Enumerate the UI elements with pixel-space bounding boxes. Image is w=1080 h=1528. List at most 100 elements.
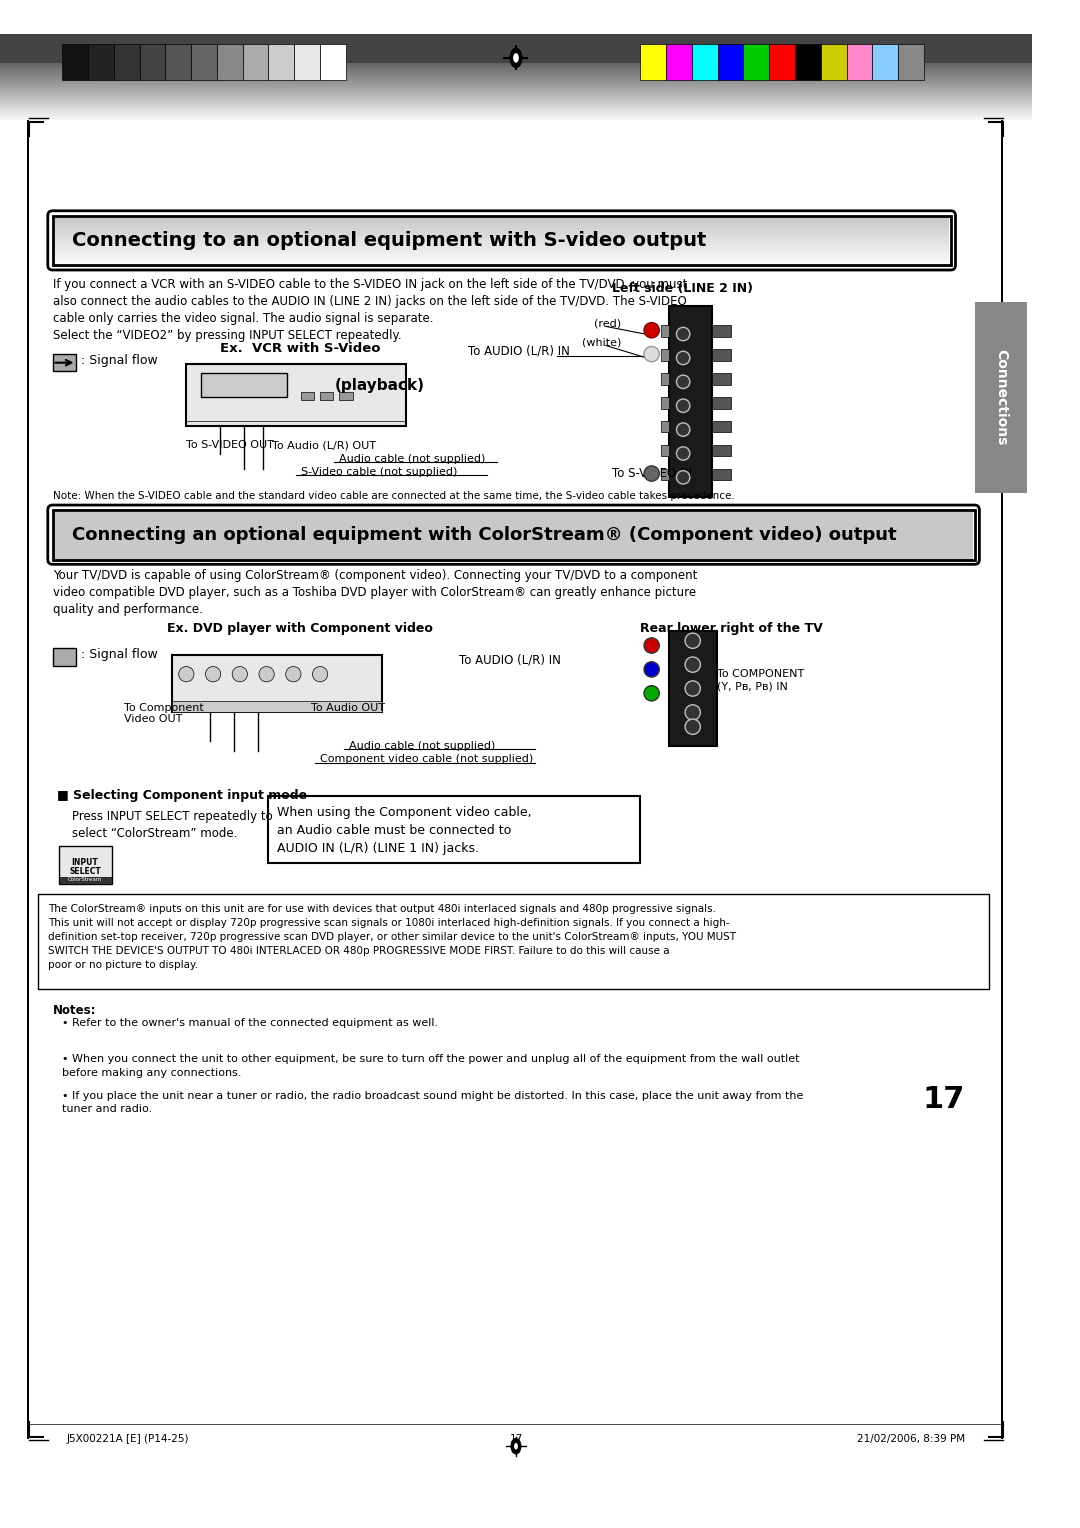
Bar	[38, 894, 989, 990]
Bar	[139, 44, 165, 79]
Circle shape	[286, 666, 301, 681]
Text: When using the Component video cable,
an Audio cable must be connected to
AUDIO : When using the Component video cable, an…	[278, 807, 531, 856]
Circle shape	[644, 347, 659, 362]
Bar	[53, 354, 77, 371]
Text: Audio cable (not supplied): Audio cable (not supplied)	[339, 454, 486, 465]
Bar	[27, 121, 29, 1438]
Bar	[661, 469, 669, 480]
Circle shape	[178, 666, 194, 681]
Text: Rear lower right of the TV: Rear lower right of the TV	[640, 622, 823, 634]
Text: Ex. DVD player with Component video: Ex. DVD player with Component video	[167, 622, 433, 634]
Circle shape	[676, 446, 690, 460]
Ellipse shape	[511, 1438, 521, 1453]
Text: SELECT: SELECT	[69, 868, 100, 876]
Bar	[59, 847, 112, 885]
Bar	[974, 301, 1027, 492]
Text: To AUDIO (L/R) IN: To AUDIO (L/R) IN	[459, 652, 561, 666]
Circle shape	[259, 666, 274, 681]
Text: • If you place the unit near a tuner or radio, the radio broadcast sound might b: • If you place the unit near a tuner or …	[63, 1091, 804, 1114]
Text: : Signal flow: : Signal flow	[81, 354, 158, 367]
Circle shape	[685, 720, 700, 735]
Circle shape	[644, 662, 659, 677]
Bar	[243, 44, 269, 79]
Bar	[59, 877, 112, 885]
Circle shape	[676, 327, 690, 341]
Bar	[217, 44, 243, 79]
Bar	[847, 44, 873, 79]
Bar	[172, 701, 382, 712]
Text: (white): (white)	[582, 338, 621, 348]
Bar	[712, 325, 731, 336]
Text: Audio cable (not supplied): Audio cable (not supplied)	[349, 741, 495, 752]
Bar	[669, 631, 717, 746]
Bar	[712, 350, 731, 361]
Text: To Audio OUT: To Audio OUT	[311, 703, 384, 714]
Circle shape	[676, 374, 690, 388]
Bar	[795, 44, 821, 79]
Bar	[661, 373, 669, 385]
Bar	[640, 44, 666, 79]
Bar	[669, 306, 712, 498]
Bar	[712, 397, 731, 408]
Text: Note: When the S-VIDEO cable and the standard video cable are connected at the s: Note: When the S-VIDEO cable and the sta…	[53, 490, 734, 501]
Circle shape	[644, 637, 659, 652]
Bar	[53, 648, 77, 666]
Text: To S-VIDEO OUT: To S-VIDEO OUT	[187, 440, 274, 451]
Bar	[1001, 121, 1003, 1438]
Bar	[712, 373, 731, 385]
Bar	[201, 373, 286, 397]
Text: Connecting to an optional equipment with S-video output: Connecting to an optional equipment with…	[71, 231, 706, 251]
Bar	[294, 44, 320, 79]
Ellipse shape	[513, 53, 518, 63]
Text: To Component
Video OUT: To Component Video OUT	[124, 703, 204, 724]
Circle shape	[676, 399, 690, 413]
Bar	[661, 350, 669, 361]
Ellipse shape	[514, 1442, 518, 1450]
Bar	[0, 63, 1031, 121]
Circle shape	[685, 657, 700, 672]
Text: Component video cable (not supplied): Component video cable (not supplied)	[320, 755, 534, 764]
Bar	[0, 34, 1031, 63]
Text: Notes:: Notes:	[53, 1004, 96, 1016]
Bar	[821, 44, 847, 79]
Text: To Audio (L/R) OUT: To Audio (L/R) OUT	[272, 440, 376, 451]
Text: ■ Selecting Component input mode: ■ Selecting Component input mode	[57, 788, 308, 802]
Bar	[712, 469, 731, 480]
Bar	[53, 215, 950, 266]
Bar	[87, 44, 113, 79]
Bar	[743, 44, 769, 79]
Bar	[320, 393, 334, 400]
Bar	[113, 44, 139, 79]
Circle shape	[232, 666, 247, 681]
Text: Connections: Connections	[995, 348, 1009, 445]
Text: • When you connect the unit to other equipment, be sure to turn off the power an: • When you connect the unit to other equ…	[63, 1054, 799, 1077]
Bar	[339, 393, 352, 400]
Bar	[769, 44, 795, 79]
Bar	[712, 445, 731, 457]
Text: To COMPONENT
(Y, Pʙ, Pʙ) IN: To COMPONENT (Y, Pʙ, Pʙ) IN	[717, 669, 804, 691]
Circle shape	[676, 423, 690, 437]
Bar	[172, 656, 382, 712]
Circle shape	[676, 471, 690, 484]
Text: • Refer to the owner's manual of the connected equipment as well.: • Refer to the owner's manual of the con…	[63, 1018, 438, 1028]
Text: Left side (LINE 2 IN): Left side (LINE 2 IN)	[611, 283, 753, 295]
Bar	[301, 393, 314, 400]
Circle shape	[685, 633, 700, 648]
Bar	[269, 44, 294, 79]
Bar	[165, 44, 191, 79]
Bar	[191, 44, 217, 79]
Text: Press INPUT SELECT repeatedly to
select “ColorStream” mode.: Press INPUT SELECT repeatedly to select …	[71, 810, 272, 840]
Bar	[666, 44, 692, 79]
Circle shape	[205, 666, 220, 681]
Circle shape	[676, 351, 690, 365]
Bar	[712, 422, 731, 432]
Text: 21/02/2006, 8:39 PM: 21/02/2006, 8:39 PM	[856, 1433, 966, 1444]
Bar	[661, 422, 669, 432]
Text: The ColorStream® inputs on this unit are for use with devices that output 480i i: The ColorStream® inputs on this unit are…	[48, 903, 735, 969]
Circle shape	[644, 466, 659, 481]
Bar	[661, 445, 669, 457]
Text: 17: 17	[510, 1433, 523, 1444]
Bar	[53, 510, 974, 559]
Bar	[899, 44, 924, 79]
Circle shape	[644, 686, 659, 701]
